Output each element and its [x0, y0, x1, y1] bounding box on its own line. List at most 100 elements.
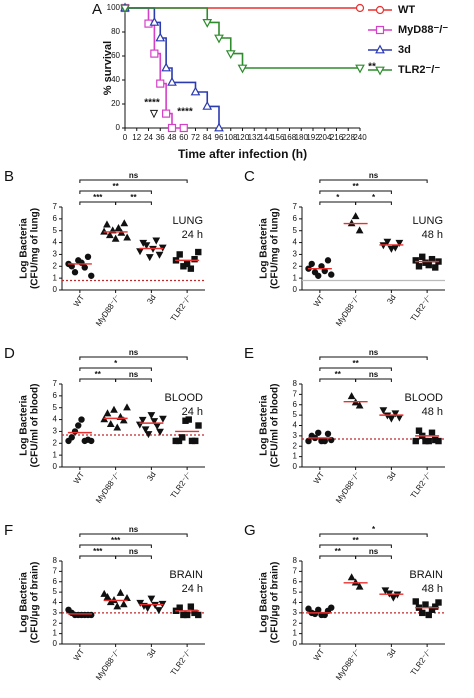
marker: [68, 434, 75, 441]
marker: [147, 595, 156, 603]
marker: [422, 601, 429, 608]
marker: [150, 49, 159, 58]
marker: [305, 605, 312, 612]
marker: [428, 429, 436, 436]
marker: [387, 415, 396, 423]
marker: [225, 50, 236, 60]
tissue-label: BRAIN: [169, 569, 203, 581]
marker: [328, 604, 335, 611]
y-tick-label: 4: [53, 598, 58, 607]
significance-label: ns: [369, 171, 379, 180]
x-tick-label: 96: [215, 133, 224, 142]
marker: [355, 582, 364, 590]
marker: [120, 4, 130, 14]
x-tick-label: 180: [295, 133, 309, 142]
y-tick-label: 1: [293, 273, 298, 282]
marker: [202, 100, 213, 110]
marker: [144, 431, 153, 439]
significance-bracket: [319, 179, 428, 183]
x-tick-label: 3d: [145, 293, 157, 305]
x-tick-label: 132: [248, 133, 262, 142]
y-tick-label: 0: [293, 462, 298, 471]
y-tick-label: 40: [111, 75, 120, 84]
y-tick-label: 20: [111, 99, 120, 108]
x-tick-label: 84: [203, 133, 212, 142]
marker: [145, 254, 154, 262]
tissue-label: LUNG: [172, 215, 203, 227]
marker: [355, 401, 364, 409]
x-tick-label: 108: [224, 133, 238, 142]
significance-label: ns: [129, 370, 139, 379]
x-tick-label: TLR2⁻/⁻: [169, 293, 194, 323]
y-axis-label: Log Bacteria: [19, 218, 30, 279]
panel-letter: A: [92, 1, 102, 18]
marker: [88, 437, 95, 445]
marker: [88, 611, 95, 619]
y-axis-label: % survival: [102, 41, 114, 95]
significance-label: *: [336, 193, 340, 202]
significance-label: **: [95, 370, 102, 379]
x-tick-label: MyD88⁻/⁻: [334, 470, 362, 505]
y-tick-label: 0: [53, 462, 58, 471]
y-tick-label: 2: [53, 261, 58, 270]
marker: [162, 109, 171, 118]
x-tick-label: 228: [342, 133, 356, 142]
marker: [185, 416, 192, 423]
x-tick-label: 12: [132, 133, 141, 142]
marker: [308, 260, 315, 268]
marker: [355, 226, 364, 234]
significance-label: ns: [369, 348, 379, 357]
significance-bracket: [319, 356, 428, 360]
y-tick-label: 6: [293, 400, 298, 409]
marker: [147, 412, 156, 420]
significance-bracket: [319, 533, 428, 537]
marker: [432, 603, 439, 610]
y-tick-label: 100: [107, 3, 121, 12]
marker: [113, 423, 122, 431]
marker: [75, 422, 82, 429]
time-label: 48 h: [422, 406, 443, 418]
y-tick-label: 3: [53, 427, 58, 436]
x-tick-label: TLR2⁻/⁻: [409, 647, 434, 677]
significance-label: ns: [129, 171, 139, 180]
marker: [155, 251, 164, 259]
y-axis-label: (CFU/μg of brain): [30, 562, 41, 644]
y-tick-label: 6: [293, 214, 298, 223]
y-tick-label: 60: [111, 51, 120, 60]
marker: [419, 253, 426, 260]
y-tick-label: 6: [293, 577, 298, 586]
significance-bracket: [319, 201, 357, 205]
significance-bracket: [79, 179, 188, 183]
tissue-label: BRAIN: [409, 569, 443, 581]
x-tick-label: TLR2⁻/⁻: [409, 293, 434, 323]
marker: [179, 123, 188, 133]
panel-letter: G: [244, 522, 256, 539]
y-tick-label: 5: [293, 587, 298, 596]
marker: [435, 437, 442, 445]
y-tick-label: 1: [53, 450, 58, 459]
marker: [355, 3, 365, 13]
y-tick-label: 0: [53, 285, 58, 294]
significance-label: **: [130, 193, 137, 202]
significance-label: **: [113, 182, 120, 191]
marker: [183, 611, 191, 619]
marker: [103, 409, 112, 417]
marker: [190, 86, 201, 96]
y-tick-label: 0: [116, 123, 121, 132]
marker: [195, 422, 202, 429]
y-tick-label: 7: [293, 202, 298, 211]
marker: [175, 437, 183, 445]
y-tick-label: 8: [293, 556, 298, 565]
significance-label: ns: [129, 348, 139, 357]
marker: [81, 264, 88, 271]
marker: [183, 260, 191, 268]
time-label: 48 h: [422, 229, 443, 241]
marker: [143, 605, 152, 613]
marker: [315, 429, 322, 436]
y-tick-label: 6: [53, 577, 58, 586]
marker: [415, 427, 423, 434]
marker: [379, 407, 388, 415]
y-tick-label: 6: [53, 214, 58, 223]
marker: [176, 604, 183, 611]
